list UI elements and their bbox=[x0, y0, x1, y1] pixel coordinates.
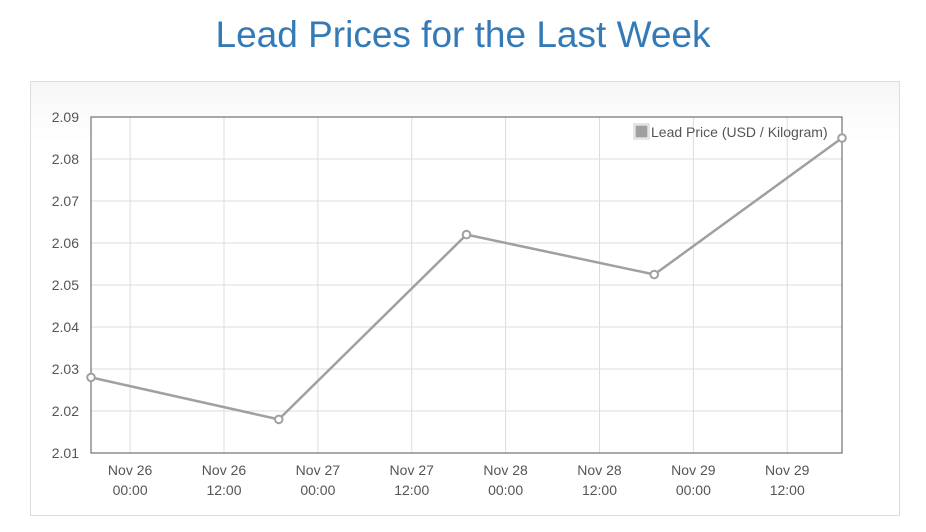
y-tick-label: 2.09 bbox=[52, 109, 79, 125]
page-title: Lead Prices for the Last Week bbox=[215, 14, 711, 55]
x-tick-label: Nov 26 bbox=[202, 462, 247, 478]
x-tick-label: Nov 29 bbox=[671, 462, 716, 478]
y-tick-label: 2.08 bbox=[52, 151, 79, 167]
y-tick-label: 2.01 bbox=[52, 445, 79, 461]
data-point bbox=[86, 372, 96, 383]
series-layer bbox=[86, 133, 847, 425]
x-tick-label: 00:00 bbox=[488, 482, 523, 498]
y-tick-label: 2.05 bbox=[52, 277, 79, 293]
chart-panel: 2.01 2.02 2.03 2.04 2.05 2.06 2.07 2.08 2.09 Nov … bbox=[30, 81, 900, 516]
y-tick-label: 2.04 bbox=[52, 319, 79, 335]
legend-label: Lead Price (USD / Kilogram) bbox=[651, 124, 828, 140]
y-tick-label: 2.06 bbox=[52, 235, 79, 251]
legend: Lead Price (USD / Kilogram) bbox=[633, 123, 828, 140]
x-tick-label: Nov 27 bbox=[390, 462, 435, 478]
legend-swatch-border bbox=[633, 123, 650, 140]
x-tick-label: 12:00 bbox=[394, 482, 429, 498]
x-tick-label: 00:00 bbox=[113, 482, 148, 498]
data-point bbox=[837, 133, 847, 143]
data-point bbox=[273, 414, 284, 425]
x-tick-label: 00:00 bbox=[300, 482, 335, 498]
x-tick-label: 12:00 bbox=[770, 482, 805, 498]
x-tick-label: 00:00 bbox=[676, 482, 711, 498]
plot-border bbox=[90, 116, 843, 454]
x-tick-label: Nov 27 bbox=[296, 462, 341, 478]
data-point bbox=[649, 269, 660, 280]
y-tick-label: 2.07 bbox=[52, 193, 79, 209]
legend-swatch bbox=[634, 124, 649, 139]
axis-layer: 2.01 2.02 2.03 2.04 2.05 2.06 2.07 2.08 2.09 Nov … bbox=[52, 109, 843, 498]
x-tick-label: 12:00 bbox=[582, 482, 617, 498]
y-tick-label: 2.03 bbox=[52, 361, 79, 377]
x-tick-label: Nov 28 bbox=[577, 462, 622, 478]
line-chart: 2.01 2.02 2.03 2.04 2.05 2.06 2.07 2.08 2.09 Nov … bbox=[52, 109, 847, 498]
x-tick-label: Nov 26 bbox=[108, 462, 153, 478]
x-tick-label: 12:00 bbox=[206, 482, 241, 498]
x-tick-label: Nov 29 bbox=[765, 462, 810, 478]
x-tick-label: Nov 28 bbox=[483, 462, 528, 478]
y-tick-label: 2.02 bbox=[52, 403, 79, 419]
data-point bbox=[461, 229, 472, 240]
